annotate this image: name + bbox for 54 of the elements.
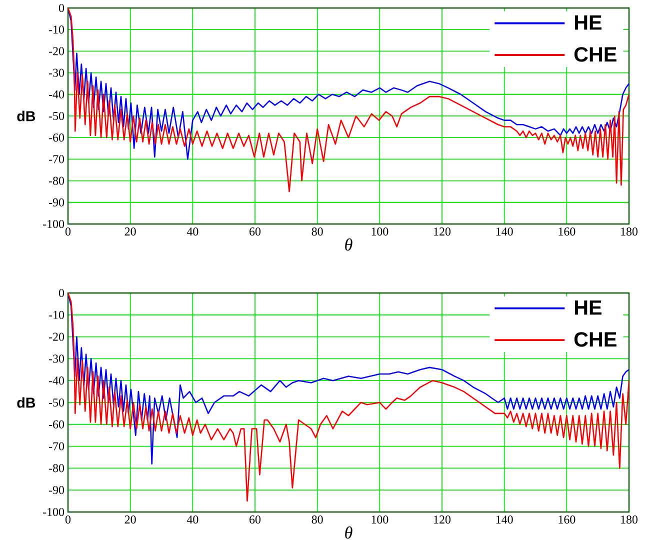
x-tick-label: 100 (372, 516, 388, 524)
x-tick-label: 60 (250, 228, 261, 236)
y-tick-label: -80 (48, 464, 64, 472)
y-tick-label: -90 (48, 198, 64, 206)
x-tick-label: 160 (558, 516, 576, 524)
y-tick-label: -30 (48, 68, 64, 77)
y-tick-label: -10 (48, 26, 64, 34)
x-tick-label: 40 (186, 228, 198, 236)
y-tick-label: -50 (48, 398, 64, 407)
y-tick-label: -40 (48, 376, 64, 385)
y-tick-label: -40 (48, 90, 64, 98)
x-tick-label: 120 (434, 228, 451, 236)
legend-label: CHE (574, 47, 616, 62)
y-tick-label: -70 (48, 442, 64, 450)
y-tick-label: -30 (48, 354, 64, 363)
legend-label: CHE (574, 332, 616, 347)
y-tick-label: -50 (48, 112, 64, 120)
x-tick-label: 100 (372, 228, 388, 236)
y-axis-title: dB (17, 397, 36, 408)
y-tick-label: 0 (58, 288, 64, 298)
line-series (68, 8, 630, 160)
y-tick-label: -20 (48, 332, 64, 341)
x-tick-label: 80 (312, 516, 323, 524)
x-tick-label: 160 (558, 228, 576, 236)
y-tick-label: -70 (48, 155, 64, 164)
x-tick-label: 120 (434, 516, 451, 524)
x-tick-label: 180 (621, 228, 638, 236)
y-tick-label: -60 (48, 134, 64, 142)
x-axis-title: θ (345, 526, 352, 539)
x-tick-label: 140 (496, 228, 513, 236)
x-tick-label: 140 (496, 516, 513, 524)
line-series (68, 292, 630, 464)
x-tick-label: 40 (186, 516, 198, 524)
x-axis-title: θ (345, 238, 352, 251)
line-series (68, 8, 630, 192)
y-tick-label: -60 (48, 420, 64, 428)
x-tick-label: 0 (65, 228, 71, 236)
legend-label: HE (574, 300, 602, 315)
line-series (68, 292, 630, 502)
x-tick-label: 20 (124, 516, 136, 524)
x-tick-label: 80 (312, 228, 323, 236)
x-tick-label: 0 (65, 516, 71, 524)
y-tick-label: 0 (58, 4, 64, 12)
y-tick-label: -90 (48, 486, 64, 494)
y-axis-title: dB (17, 110, 36, 122)
y-tick-label: -10 (48, 310, 64, 319)
y-tick-label: -80 (48, 176, 64, 185)
x-tick-label: 60 (250, 516, 261, 524)
x-tick-label: 20 (124, 228, 136, 236)
x-tick-label: 180 (621, 516, 638, 524)
y-tick-label: -100 (43, 220, 64, 228)
legend-label: HE (574, 15, 602, 30)
y-tick-label: -20 (48, 47, 64, 56)
y-tick-label: -100 (43, 508, 64, 516)
